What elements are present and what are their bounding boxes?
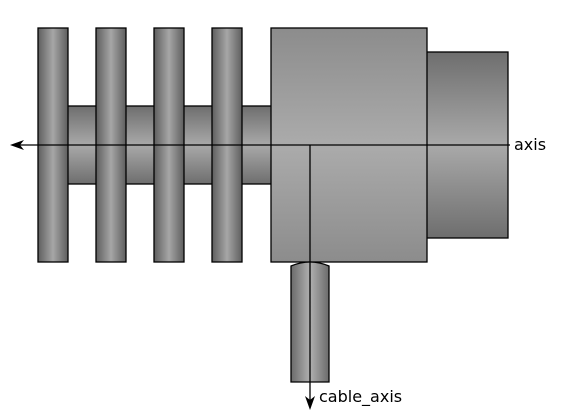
axis-arrowhead: [10, 140, 24, 150]
cable-axis: [305, 145, 315, 410]
axis-label: axis: [514, 135, 546, 154]
cable-axis-label: cable_axis: [319, 387, 402, 407]
main-axis: [10, 140, 510, 150]
cable-axis-arrowhead: [305, 396, 315, 410]
